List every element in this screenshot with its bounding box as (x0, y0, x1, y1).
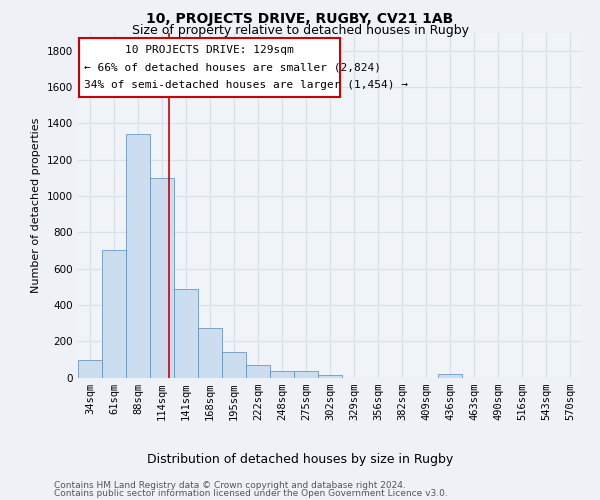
Text: Size of property relative to detached houses in Rugby: Size of property relative to detached ho… (131, 24, 469, 37)
Bar (102, 250, 126, 378)
Bar (78, 360, 102, 378)
Bar (438, 374, 462, 378)
Y-axis label: Number of detached properties: Number of detached properties (31, 118, 41, 292)
Bar (126, 134, 150, 378)
Bar (294, 371, 318, 378)
Bar (198, 328, 222, 378)
Text: 10 PROJECTS DRIVE: 129sqm: 10 PROJECTS DRIVE: 129sqm (125, 45, 294, 55)
Bar (222, 352, 246, 378)
Bar (174, 288, 198, 378)
Text: ← 66% of detached houses are smaller (2,824): ← 66% of detached houses are smaller (2,… (84, 62, 381, 72)
Bar (318, 375, 342, 378)
Text: 10, PROJECTS DRIVE, RUGBY, CV21 1AB: 10, PROJECTS DRIVE, RUGBY, CV21 1AB (146, 12, 454, 26)
FancyBboxPatch shape (79, 38, 340, 97)
Text: Contains public sector information licensed under the Open Government Licence v3: Contains public sector information licen… (54, 489, 448, 498)
Bar (150, 178, 174, 378)
Bar (270, 371, 294, 378)
Bar (246, 365, 270, 378)
Text: 34% of semi-detached houses are larger (1,454) →: 34% of semi-detached houses are larger (… (84, 80, 408, 90)
Text: Distribution of detached houses by size in Rugby: Distribution of detached houses by size … (147, 452, 453, 466)
Text: Contains HM Land Registry data © Crown copyright and database right 2024.: Contains HM Land Registry data © Crown c… (54, 481, 406, 490)
